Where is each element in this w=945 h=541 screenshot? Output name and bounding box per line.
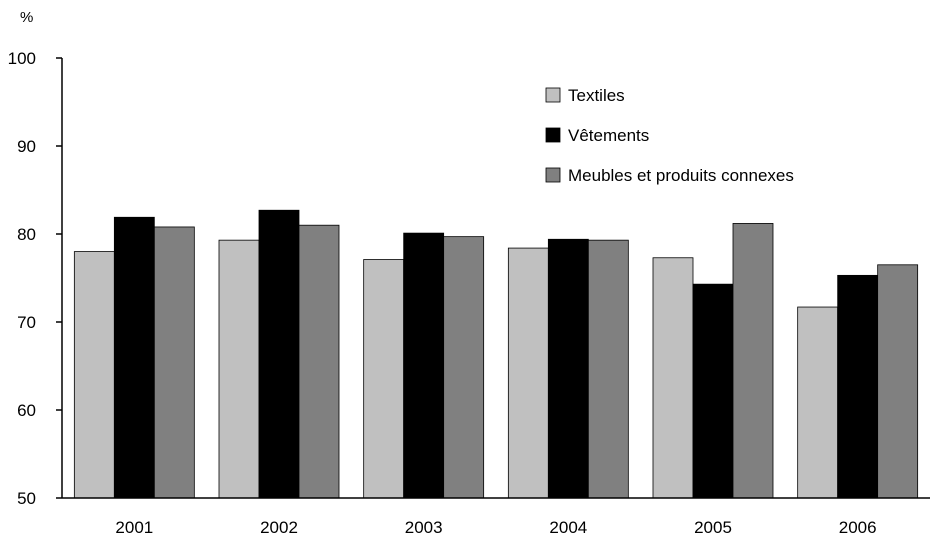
axes [61, 58, 930, 499]
legend-swatch [545, 167, 561, 183]
bar-textiles-2006 [797, 306, 839, 499]
bars-group [73, 209, 919, 499]
x-tick-label: 2003 [405, 518, 443, 537]
bar-v-tements-2004 [547, 238, 589, 499]
bar-textiles-2004 [507, 247, 549, 499]
bar-textiles-2001 [73, 251, 115, 499]
bar-meubles-et-produits-connexes-2002 [298, 224, 340, 499]
y-tick-label: 80 [17, 225, 36, 244]
legend-label: Vêtements [568, 126, 649, 145]
x-tick-label: 2005 [694, 518, 732, 537]
bar-meubles-et-produits-connexes-2005 [732, 223, 774, 499]
legend: Textiles Vêtements Meubles et produits con… [545, 86, 794, 185]
legend-label: Textiles [568, 86, 625, 105]
bar-textiles-2005 [652, 257, 694, 499]
y-tick-label: 100 [8, 49, 36, 68]
bar-meubles-et-produits-connexes-2006 [877, 264, 919, 499]
y-tick-label: 90 [17, 137, 36, 156]
x-axis-labels: 2001 2002 2003 2004 2005 2006 [115, 518, 876, 537]
bar-textiles-2003 [363, 259, 405, 499]
bar-v-tements-2006 [837, 274, 879, 499]
bar-v-tements-2002 [258, 209, 300, 499]
x-tick-label: 2002 [260, 518, 298, 537]
bar-v-tements-2005 [692, 283, 734, 499]
bar-v-tements-2003 [403, 232, 445, 499]
legend-swatch [545, 127, 561, 143]
x-tick-label: 2006 [839, 518, 877, 537]
legend-swatch [545, 87, 561, 103]
y-tick-label: 70 [17, 313, 36, 332]
bar-meubles-et-produits-connexes-2003 [443, 236, 485, 499]
bar-meubles-et-produits-connexes-2001 [153, 226, 195, 499]
y-axis-ticks: 50 60 70 80 90 100 [8, 49, 62, 508]
bar-v-tements-2001 [113, 216, 155, 499]
x-tick-label: 2001 [115, 518, 153, 537]
y-axis-unit-label: % [20, 9, 33, 26]
bar-textiles-2002 [218, 239, 260, 499]
bar-meubles-et-produits-connexes-2004 [587, 239, 629, 499]
legend-label: Meubles et produits connexes [568, 166, 794, 185]
y-tick-label: 60 [17, 401, 36, 420]
x-tick-label: 2004 [549, 518, 587, 537]
y-tick-label: 50 [17, 489, 36, 508]
